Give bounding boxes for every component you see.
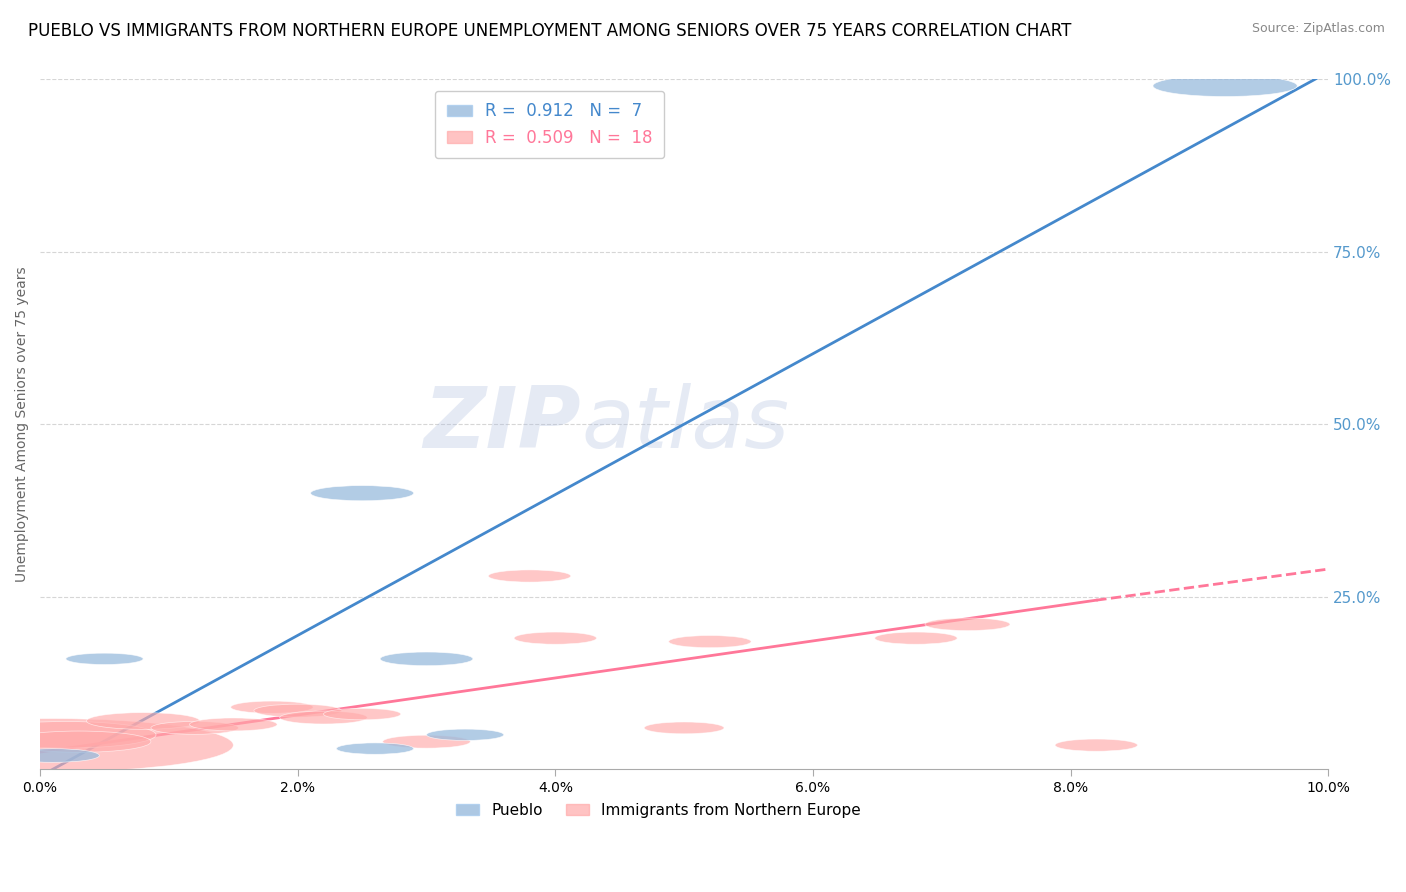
Ellipse shape <box>380 652 472 665</box>
Ellipse shape <box>426 729 503 740</box>
Ellipse shape <box>231 701 314 714</box>
Ellipse shape <box>515 632 596 644</box>
Ellipse shape <box>311 485 413 500</box>
Text: PUEBLO VS IMMIGRANTS FROM NORTHERN EUROPE UNEMPLOYMENT AMONG SENIORS OVER 75 YEA: PUEBLO VS IMMIGRANTS FROM NORTHERN EUROP… <box>28 22 1071 40</box>
Ellipse shape <box>1054 739 1137 751</box>
Ellipse shape <box>669 635 751 648</box>
Ellipse shape <box>925 618 1010 631</box>
Ellipse shape <box>0 722 156 748</box>
Ellipse shape <box>280 711 367 724</box>
Ellipse shape <box>336 743 413 755</box>
Ellipse shape <box>644 722 724 734</box>
Ellipse shape <box>7 748 100 763</box>
Ellipse shape <box>190 718 277 731</box>
Text: ZIP: ZIP <box>423 383 581 466</box>
Ellipse shape <box>382 735 471 748</box>
Ellipse shape <box>66 653 143 665</box>
Ellipse shape <box>875 632 957 644</box>
Text: atlas: atlas <box>581 383 789 466</box>
Ellipse shape <box>7 731 150 752</box>
Ellipse shape <box>323 708 401 720</box>
Ellipse shape <box>488 570 571 582</box>
Ellipse shape <box>0 719 233 772</box>
Y-axis label: Unemployment Among Seniors over 75 years: Unemployment Among Seniors over 75 years <box>15 267 30 582</box>
Text: Source: ZipAtlas.com: Source: ZipAtlas.com <box>1251 22 1385 36</box>
Ellipse shape <box>1153 75 1298 96</box>
Ellipse shape <box>150 722 239 734</box>
Ellipse shape <box>87 713 200 730</box>
Legend: Pueblo, Immigrants from Northern Europe: Pueblo, Immigrants from Northern Europe <box>450 797 866 824</box>
Ellipse shape <box>254 704 342 717</box>
